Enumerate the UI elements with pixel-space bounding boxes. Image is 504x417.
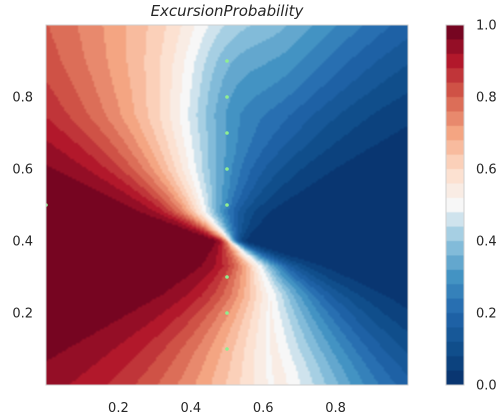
chart-title: ExcursionProbability: [151, 2, 305, 20]
y-tick-label: 0.8: [12, 91, 33, 106]
colorbar-tick-label: 0.4: [476, 235, 497, 250]
design-point-6: [225, 275, 229, 279]
colorbar-tick-label: 0.8: [476, 91, 497, 106]
design-point-3: [225, 131, 229, 135]
x-axis-ticks: 0.2 0.4 0.6 0.8: [108, 401, 346, 416]
x-tick-label: 0.2: [108, 401, 129, 416]
colorbar-tick-label: 0.2: [476, 307, 497, 322]
design-point-4: [225, 167, 229, 171]
colorbar-tick-label: 1.0: [476, 19, 497, 34]
design-point-7: [225, 311, 229, 315]
x-tick-label: 0.6: [253, 401, 274, 416]
colorbar-gradient: [446, 25, 464, 385]
design-point-2: [225, 95, 229, 99]
x-tick-label: 0.8: [325, 401, 346, 416]
design-point-8: [225, 347, 229, 351]
colorbar-tick-label: 0.6: [476, 163, 497, 178]
x-tick-label: 0.4: [180, 401, 201, 416]
y-tick-label: 0.4: [12, 235, 33, 250]
colorbar: 0.0 0.2 0.4 0.6 0.8 1.0: [446, 19, 497, 394]
contour-plot: [44, 25, 408, 385]
colorbar-tick-label: 0.0: [476, 379, 497, 394]
design-point-5: [225, 203, 229, 207]
colorbar-ticks: 0.0 0.2 0.4 0.6 0.8 1.0: [476, 19, 497, 394]
y-tick-label: 0.6: [12, 163, 33, 178]
y-axis-ticks: 0.2 0.4 0.6 0.8: [12, 91, 33, 322]
design-point-1: [225, 59, 229, 63]
y-tick-label: 0.2: [12, 307, 33, 322]
